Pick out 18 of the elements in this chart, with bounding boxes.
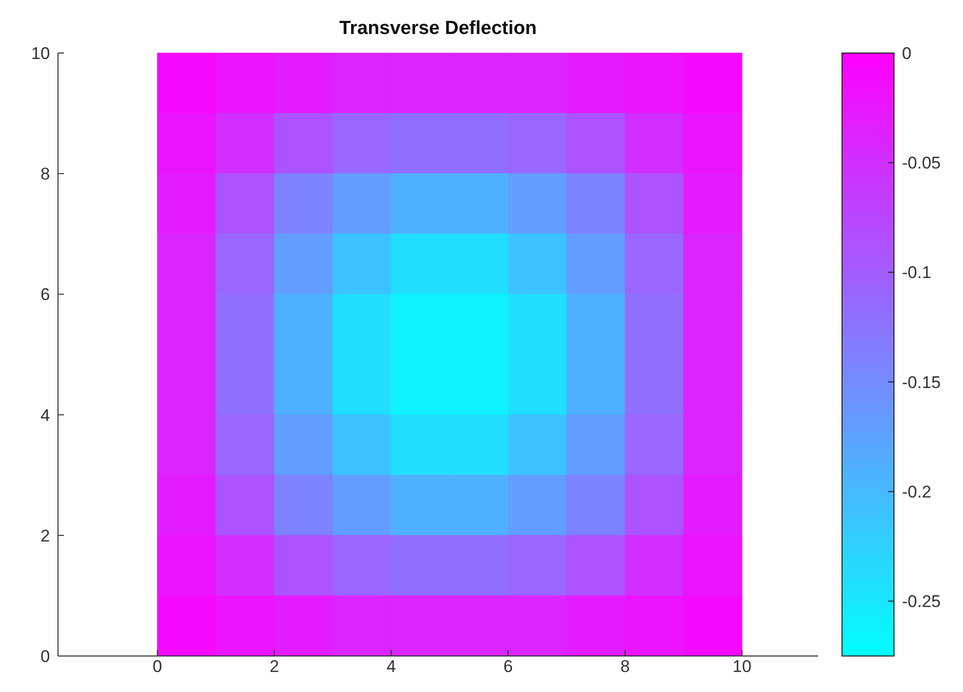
chart-title: Transverse Deflection: [338, 18, 538, 40]
y-tick-label: 2: [40, 526, 50, 546]
x-tick-label: 0: [152, 657, 162, 676]
color-bar-label: 0: [902, 44, 912, 63]
x-tick-label: 6: [503, 657, 513, 676]
color-bar-label: -0.2: [902, 482, 932, 502]
x-tick-label: 10: [732, 657, 752, 676]
y-tick-label: 4: [40, 406, 50, 425]
color-bar-label: -0.25: [902, 592, 941, 612]
color-bar-label: -0.15: [902, 372, 941, 392]
y-tick-label: 6: [40, 285, 50, 304]
y-tick-label: 10: [31, 44, 50, 64]
color-bar-label: -0.05: [902, 154, 941, 173]
color-bar-label: -0.1: [902, 263, 932, 282]
x-tick-label: 2: [270, 657, 280, 676]
x-tick-label: 4: [386, 657, 396, 676]
y-tick-label: 8: [40, 164, 50, 184]
x-tick-label: 8: [620, 657, 630, 676]
